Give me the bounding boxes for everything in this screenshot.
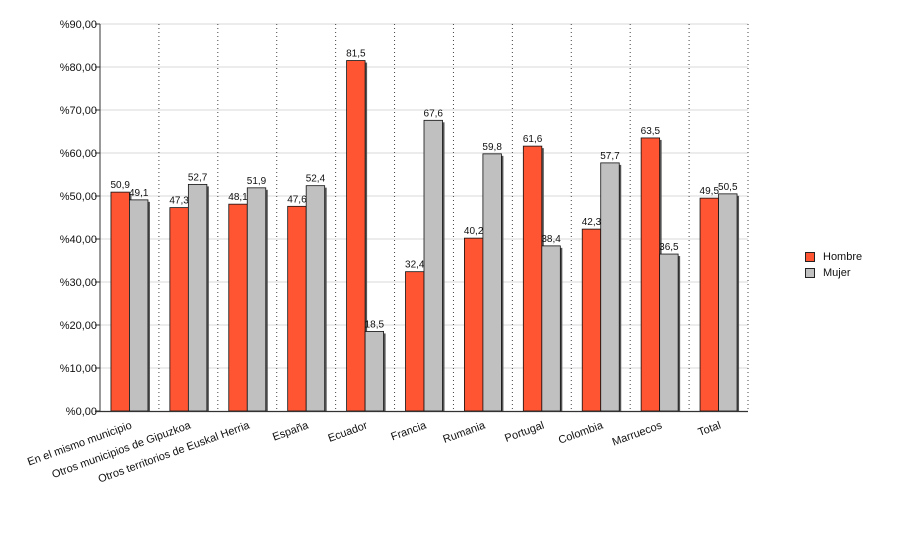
bar-mujer — [246, 187, 267, 412]
y-tick-label: %70,00 — [60, 105, 97, 117]
data-label: 63,5 — [641, 126, 661, 137]
bar-hombre — [169, 207, 189, 412]
data-label: 59,8 — [482, 142, 502, 153]
bar-hombre — [464, 237, 484, 412]
bar-mujer — [718, 193, 738, 412]
y-tick-label: %50,00 — [60, 191, 97, 203]
category-label: España — [271, 419, 311, 443]
bar-mujer — [600, 162, 620, 412]
data-label: 52,7 — [188, 172, 208, 183]
bar-hombre — [581, 228, 602, 412]
data-label: 42,3 — [582, 217, 602, 228]
y-tick-label: %60,00 — [60, 148, 97, 160]
data-label: 61,6 — [523, 134, 543, 145]
category-label: Colombia — [557, 419, 606, 446]
y-tick-label: %10,00 — [60, 363, 97, 375]
bar-hombre — [346, 60, 366, 412]
legend-label-hombre: Hombre — [823, 251, 863, 263]
bar-hombre — [699, 197, 719, 412]
bar-mujer — [364, 331, 384, 412]
category-label: Rumania — [441, 419, 487, 446]
data-label: 32,4 — [405, 260, 425, 271]
legend: Hombre Mujer — [805, 249, 862, 281]
bar-mujer — [541, 245, 561, 412]
legend-item-mujer: Mujer — [805, 265, 862, 281]
legend-swatch-hombre — [805, 252, 815, 262]
category-label: Portugal — [503, 420, 546, 445]
bar-mujer — [187, 183, 208, 412]
y-tick-label: %40,00 — [60, 234, 97, 246]
bar-hombre — [522, 145, 543, 412]
data-label: 50,9 — [110, 180, 130, 191]
data-label: 51,9 — [247, 176, 267, 187]
data-label: 57,7 — [600, 151, 620, 162]
data-label: 81,5 — [346, 49, 366, 60]
category-label: Marruecos — [611, 419, 664, 448]
bar-hombre — [640, 137, 661, 412]
bar-hombre — [110, 191, 130, 412]
y-tick-label: %80,00 — [60, 62, 97, 74]
data-label: 67,6 — [424, 108, 444, 119]
data-label: 49,1 — [129, 188, 149, 199]
bar-mujer — [129, 199, 149, 412]
category-label: Francia — [389, 419, 428, 443]
data-label: 36,5 — [659, 242, 679, 253]
data-label: 50,5 — [718, 182, 738, 193]
data-label: 48,1 — [228, 192, 248, 203]
legend-item-hombre: Hombre — [805, 249, 862, 265]
data-label: 38,4 — [541, 234, 561, 245]
y-tick-label: %30,00 — [60, 277, 97, 289]
category-label: Ecuador — [327, 419, 370, 444]
bars-layer — [110, 60, 740, 412]
y-tick-label: %90,00 — [60, 19, 97, 31]
data-label: 52,4 — [306, 174, 326, 185]
y-tick-label: %20,00 — [60, 320, 97, 332]
y-tick-label: %0,00 — [66, 406, 97, 418]
data-label: 47,6 — [287, 194, 307, 205]
data-label: 49,5 — [700, 186, 720, 197]
data-label: 47,3 — [169, 196, 189, 207]
bar-hombre — [405, 271, 425, 412]
data-label: 18,5 — [365, 319, 385, 330]
category-label: Total — [697, 420, 723, 439]
bar-mujer — [659, 253, 679, 412]
bar-hombre — [287, 205, 307, 412]
axis-layer: %0,00 %10,00 %20,00 %30,00 %40,00 %50,00 %60,0… — [60, 19, 748, 418]
bar-mujer — [482, 153, 502, 412]
data-label: 40,2 — [464, 226, 484, 237]
legend-swatch-mujer — [805, 268, 815, 278]
bar-mujer — [423, 119, 443, 412]
bar-hombre — [228, 203, 248, 412]
legend-label-mujer: Mujer — [823, 267, 851, 279]
bar-mujer — [305, 185, 326, 412]
